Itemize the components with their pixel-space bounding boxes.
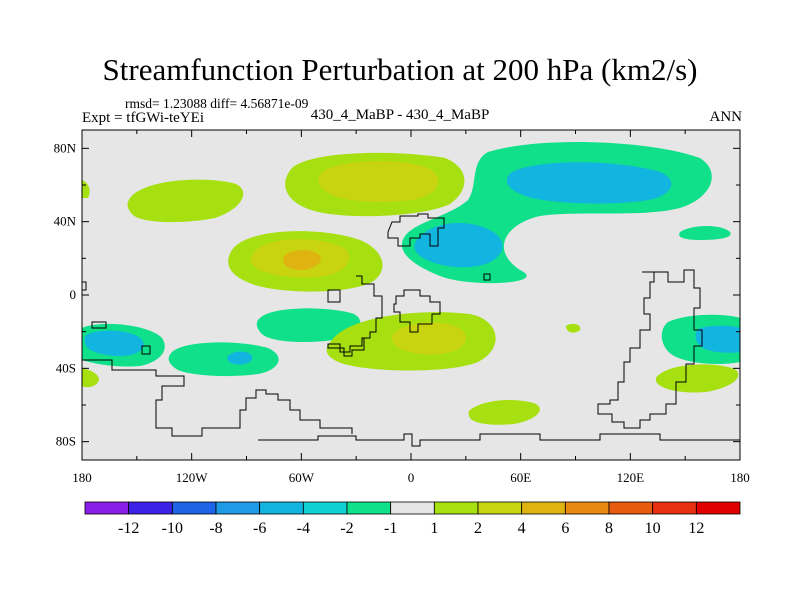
x-tick-label: 60W (289, 470, 315, 485)
colorbar-box-5 (302, 501, 348, 515)
contour-pos-tropical-pacific-6 (282, 250, 321, 270)
coastline-antarctica (258, 433, 740, 447)
contour-neg-south-pacific-2 (168, 342, 279, 377)
colorbar-label: -10 (162, 520, 183, 537)
colorbar-box-10 (521, 501, 566, 515)
contour-pos-southern-ocean (468, 400, 540, 425)
contour-neg-north-pacific-east (679, 226, 731, 240)
contour-pos-africa-east-small (566, 323, 581, 333)
colorbar-box-12 (608, 501, 654, 515)
colorbar-label: -8 (209, 520, 222, 537)
season-label: ANN (709, 109, 743, 125)
y-tick-label: 40S (56, 360, 76, 375)
y-axis: 80N 40N 0 40S 80S (54, 140, 740, 449)
colorbar-label: 4 (518, 520, 526, 537)
colorbar-label: -1 (384, 520, 397, 537)
colorbar-box-4 (259, 501, 304, 515)
coastline-central-pacific-islands (82, 281, 151, 355)
contour-neg-indian-ocean-4 (695, 325, 740, 353)
chart-title: Streamfunction Perturbation at 200 hPa (… (102, 52, 698, 87)
coastline-pacific-south-route (82, 359, 353, 437)
colorbar-label: 2 (474, 520, 482, 537)
colorbar-box-6 (346, 501, 392, 515)
colorbar-label: 8 (605, 520, 613, 537)
x-tick-label: 120E (617, 470, 645, 485)
colorbar-label: -12 (118, 520, 139, 537)
coastline-asia-pacific (597, 269, 703, 429)
coastline-africa (393, 289, 441, 333)
contour-neg-south-pacific-4 (227, 351, 253, 365)
contour-neg-eurasia-4 (506, 162, 672, 204)
colorbar-box-2 (171, 501, 217, 515)
colorbar-label: -4 (297, 520, 310, 537)
colorbar-label: 12 (688, 520, 704, 537)
contour-pos-north-atlantic-4 (317, 161, 439, 202)
contour-neg-middle-east-4 (414, 223, 503, 268)
x-tick-label: 180 (72, 470, 92, 485)
x-tick-label: 60E (510, 470, 531, 485)
contour-neg-south-pacific-tropics (256, 308, 361, 342)
colorbar-box-3 (215, 501, 261, 515)
colorbar-box-14 (695, 501, 741, 515)
x-tick-label: 180 (730, 470, 750, 485)
colorbar-box-13 (652, 501, 697, 515)
colorbar: -12 -10 -8 -6 -4 -2 -1 1 2 4 6 8 10 12 (84, 501, 741, 537)
colorbar-label: 10 (645, 520, 661, 537)
colorbar-box-9 (477, 501, 523, 515)
coastline-indian-subcontinent (483, 273, 491, 281)
coastline-greenland (387, 213, 445, 247)
colorbar-box-1 (128, 501, 173, 515)
x-tick-label: 0 (408, 470, 415, 485)
contour-neg-south-pacific-west-4 (84, 330, 144, 356)
coastline-south-america (327, 275, 383, 357)
rmsd-diff-stats: rmsd= 1.23088 diff= 4.56871e-09 (125, 96, 309, 111)
contour-pos-north-pacific-west (127, 179, 244, 223)
y-tick-label: 40N (54, 214, 77, 229)
colorbar-box-0 (84, 501, 130, 515)
colorbar-box-7 (390, 501, 435, 515)
colorbar-box-11 (564, 501, 610, 515)
colorbar-label: -2 (340, 520, 353, 537)
colorbar-box-8 (433, 501, 479, 515)
y-tick-label: 0 (70, 287, 77, 302)
colorbar-label: 1 (430, 520, 438, 537)
x-tick-label: 120W (176, 470, 209, 485)
contour-pos-west-edge-south (82, 368, 99, 388)
experiment-label: Expt = tfGWi-teYEi (82, 110, 204, 126)
y-tick-label: 80N (54, 140, 77, 155)
case-label: 430_4_MaBP - 430_4_MaBP (310, 107, 490, 123)
coastline-layer (82, 213, 740, 447)
colorbar-label: -6 (253, 520, 266, 537)
colorbar-label: 6 (561, 520, 569, 537)
x-axis: 180 120W 60W 0 60E 120E 180 (72, 130, 750, 485)
contour-fill-layer (82, 141, 740, 425)
y-tick-label: 80S (56, 434, 76, 449)
